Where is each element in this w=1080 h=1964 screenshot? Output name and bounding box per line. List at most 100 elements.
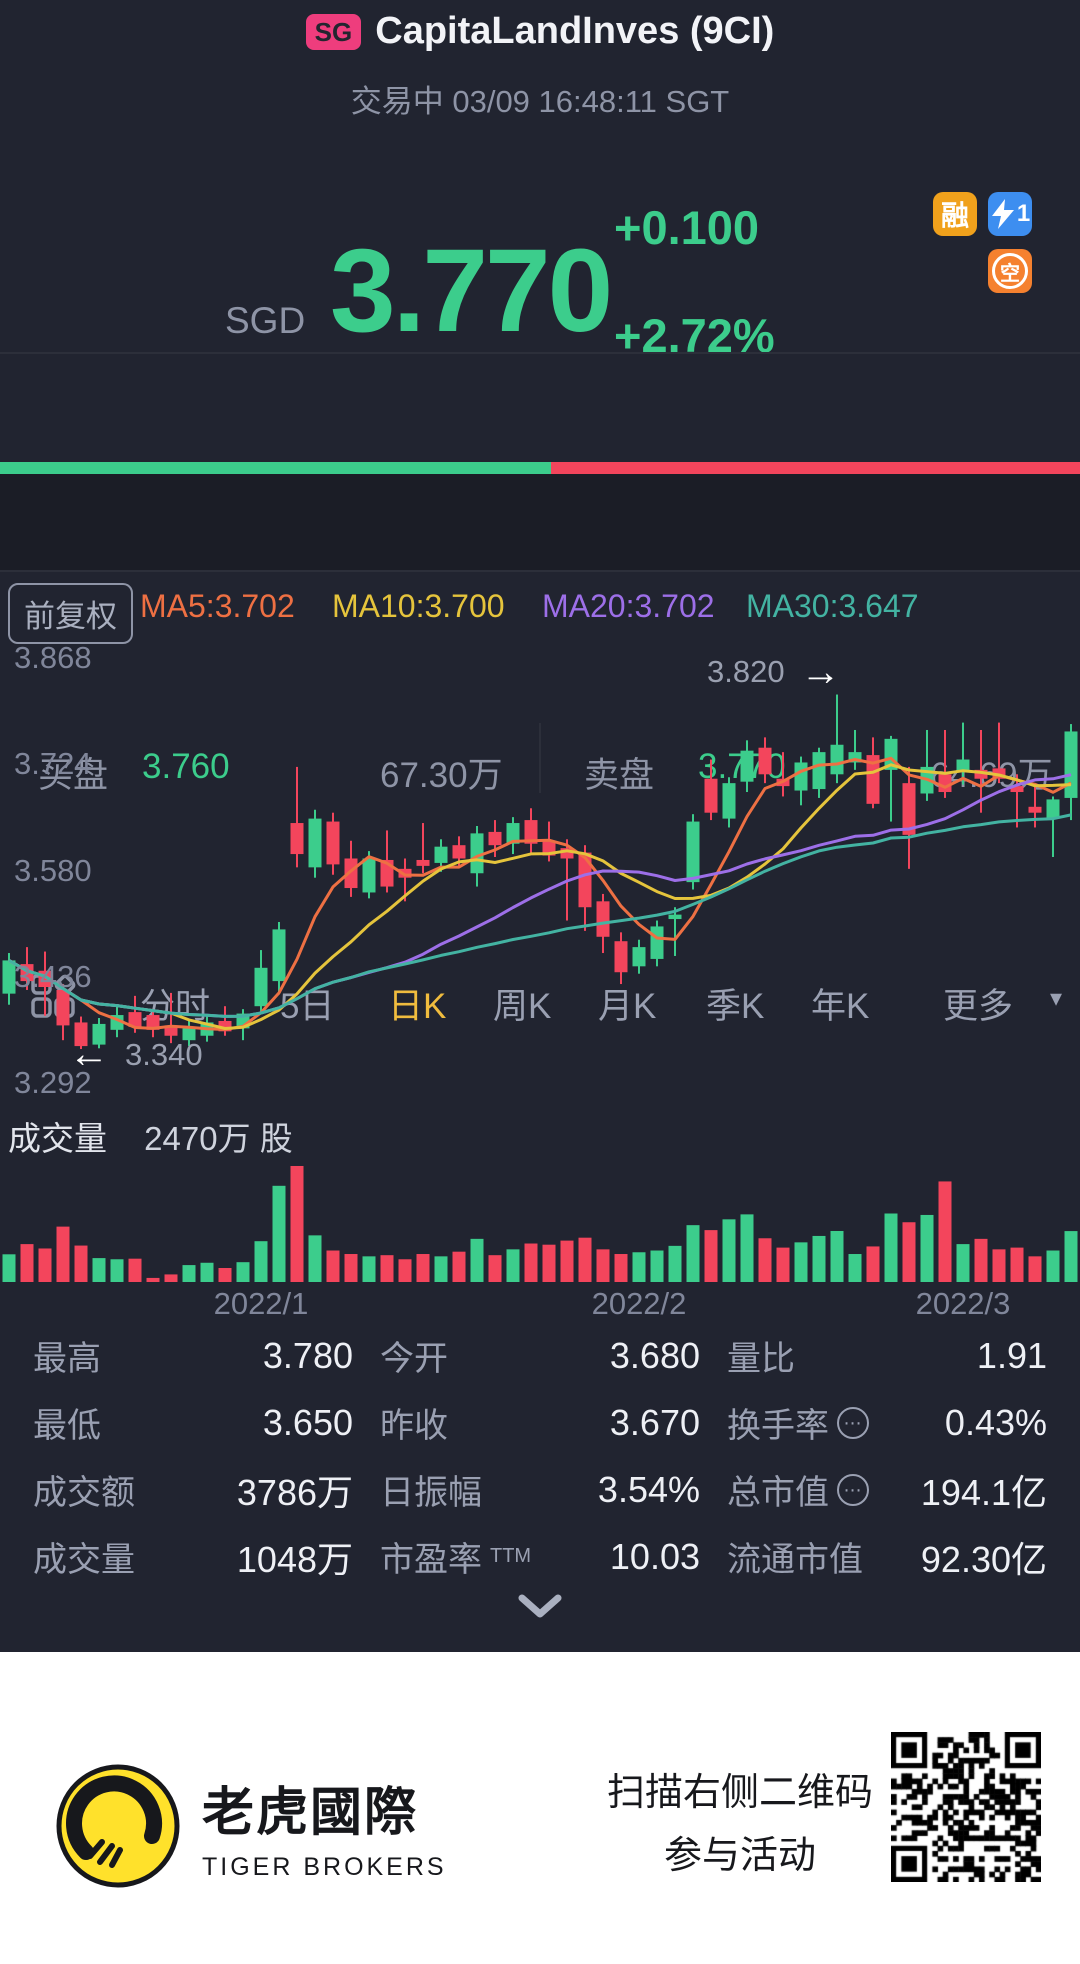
volume-bar — [218, 1268, 232, 1282]
stats-grid: 最高 3.780 今开 3.680 量比 1.91 最低 3.650 昨收 3.670 换手率 ⋯ 0.… — [0, 1322, 1080, 1590]
bid-size: 67.30万 — [380, 756, 503, 795]
ask-label: 卖盘 — [584, 756, 655, 795]
tab-季K[interactable]: 季K — [706, 987, 765, 1026]
stat-label: 市盈率 TTM — [380, 1541, 532, 1579]
stat-label: 日振幅 — [380, 1474, 482, 1512]
stat-value: 3.670 — [609, 1401, 700, 1443]
info-icon[interactable]: ⋯ — [837, 1406, 869, 1439]
divider — [0, 570, 1080, 572]
volume-bar — [326, 1250, 340, 1282]
candle-body — [848, 752, 862, 763]
candle-body — [1028, 806, 1042, 813]
volume-bar — [434, 1256, 448, 1282]
volume-bar — [830, 1230, 844, 1282]
volume-bar — [74, 1245, 88, 1282]
logo-text-english: TIGER BROKERS — [202, 1853, 447, 1881]
divider — [539, 723, 541, 793]
candle-body — [1046, 799, 1060, 819]
stat-cell-日振幅: 日振幅 3.54% — [380, 1456, 700, 1523]
candle-body — [686, 821, 700, 883]
volume-bar — [470, 1238, 484, 1282]
volume-bar — [884, 1213, 898, 1282]
tab-更多[interactable]: 更多 — [943, 987, 1014, 1026]
tab-年K[interactable]: 年K — [811, 987, 870, 1026]
tiger-logo-icon — [56, 1764, 180, 1888]
tab-周K[interactable]: 周K — [493, 987, 552, 1026]
volume-bar — [200, 1262, 214, 1282]
chevron-down-icon[interactable]: ▾ — [1050, 985, 1063, 1012]
qr-promo-text: 扫描右侧二维码 参与活动 — [560, 1762, 920, 1887]
stat-cell-最低: 最低 3.650 — [33, 1389, 353, 1456]
price-change: +0.100 — [614, 201, 760, 254]
candle-body — [254, 967, 268, 1007]
stat-label: 换手率 ⋯ — [727, 1398, 869, 1447]
stat-value: 3786万 — [236, 1471, 353, 1513]
stat-label: 量比 — [727, 1340, 795, 1378]
candle-body — [362, 858, 376, 893]
volume-bar — [398, 1259, 412, 1282]
volume-bar — [254, 1241, 268, 1282]
candle-body — [560, 848, 574, 859]
volume-bar — [416, 1254, 430, 1282]
volume-bar — [2, 1254, 16, 1282]
short-badge-label: 空 — [992, 253, 1028, 289]
volume-bar — [560, 1240, 574, 1282]
volume-bar — [812, 1235, 826, 1282]
y-axis-label: 3.292 — [14, 1065, 92, 1101]
candle-body — [434, 846, 448, 863]
volume-bar — [596, 1249, 610, 1282]
y-axis-label: 3.580 — [14, 852, 92, 888]
volume-bar — [236, 1262, 250, 1282]
order-book-row[interactable]: 买盘 3.760 67.30万 卖盘 3.770 64.69万 — [0, 355, 1080, 795]
volume-bar — [686, 1225, 700, 1282]
market-badge-sg: SG — [305, 13, 362, 50]
candle-body — [506, 823, 520, 844]
volume-bar — [650, 1250, 664, 1282]
candle-body — [344, 858, 358, 889]
volume-bar — [974, 1238, 988, 1282]
candle-body — [632, 947, 646, 967]
flash-order-badge[interactable]: 1 — [988, 192, 1032, 236]
info-icon[interactable]: ⋯ — [837, 1473, 869, 1506]
volume-bar — [956, 1244, 970, 1282]
volume-bar — [1064, 1231, 1078, 1282]
candle-body — [974, 769, 988, 779]
bid-label: 买盘 — [38, 756, 109, 795]
stat-cell-成交量: 成交量 1048万 — [33, 1523, 353, 1590]
volume-chart[interactable] — [0, 1158, 1080, 1282]
ma5-line — [8, 756, 1072, 1031]
tab-月K[interactable]: 月K — [598, 987, 657, 1026]
promo-line-2: 参与活动 — [663, 1834, 816, 1877]
short-sell-badge[interactable]: 空 — [988, 249, 1032, 293]
x-axis-label: 2022/2 — [591, 1286, 687, 1321]
stat-value: 1.91 — [976, 1334, 1047, 1376]
volume-bar — [578, 1237, 592, 1282]
candle-body — [452, 845, 466, 859]
volume-bar — [758, 1238, 772, 1282]
adjust-mode-chip[interactable]: 前复权 — [8, 583, 133, 644]
candle-body — [704, 778, 718, 813]
ma10-line — [8, 763, 1072, 1030]
volume-bar — [1046, 1250, 1060, 1282]
lightning-bolt-icon — [991, 199, 1014, 229]
volume-pane-label: 成交量 2470万 股 — [8, 1112, 293, 1160]
volume-bar — [920, 1214, 934, 1282]
y-axis-label: 3.724 — [14, 746, 92, 782]
volume-bar — [740, 1214, 754, 1282]
candle-body — [308, 818, 322, 868]
volume-label: 成交量 — [8, 1120, 107, 1157]
ma-legend-10: MA10:3.700 — [332, 588, 505, 624]
expand-chevron-down-icon[interactable] — [508, 1592, 572, 1622]
candlestick-chart[interactable] — [0, 648, 1080, 1100]
volume-bar — [110, 1259, 124, 1282]
volume-bar — [668, 1245, 682, 1282]
divider — [0, 352, 1080, 354]
candle-body — [272, 929, 286, 982]
volume-bar — [938, 1181, 952, 1282]
volume-bar — [902, 1222, 916, 1282]
candle-body — [956, 759, 970, 772]
volume-bar — [92, 1258, 106, 1282]
tab-日K[interactable]: 日K — [388, 987, 447, 1026]
margin-badge[interactable]: 融 — [933, 192, 977, 236]
volume-bar — [182, 1265, 196, 1282]
